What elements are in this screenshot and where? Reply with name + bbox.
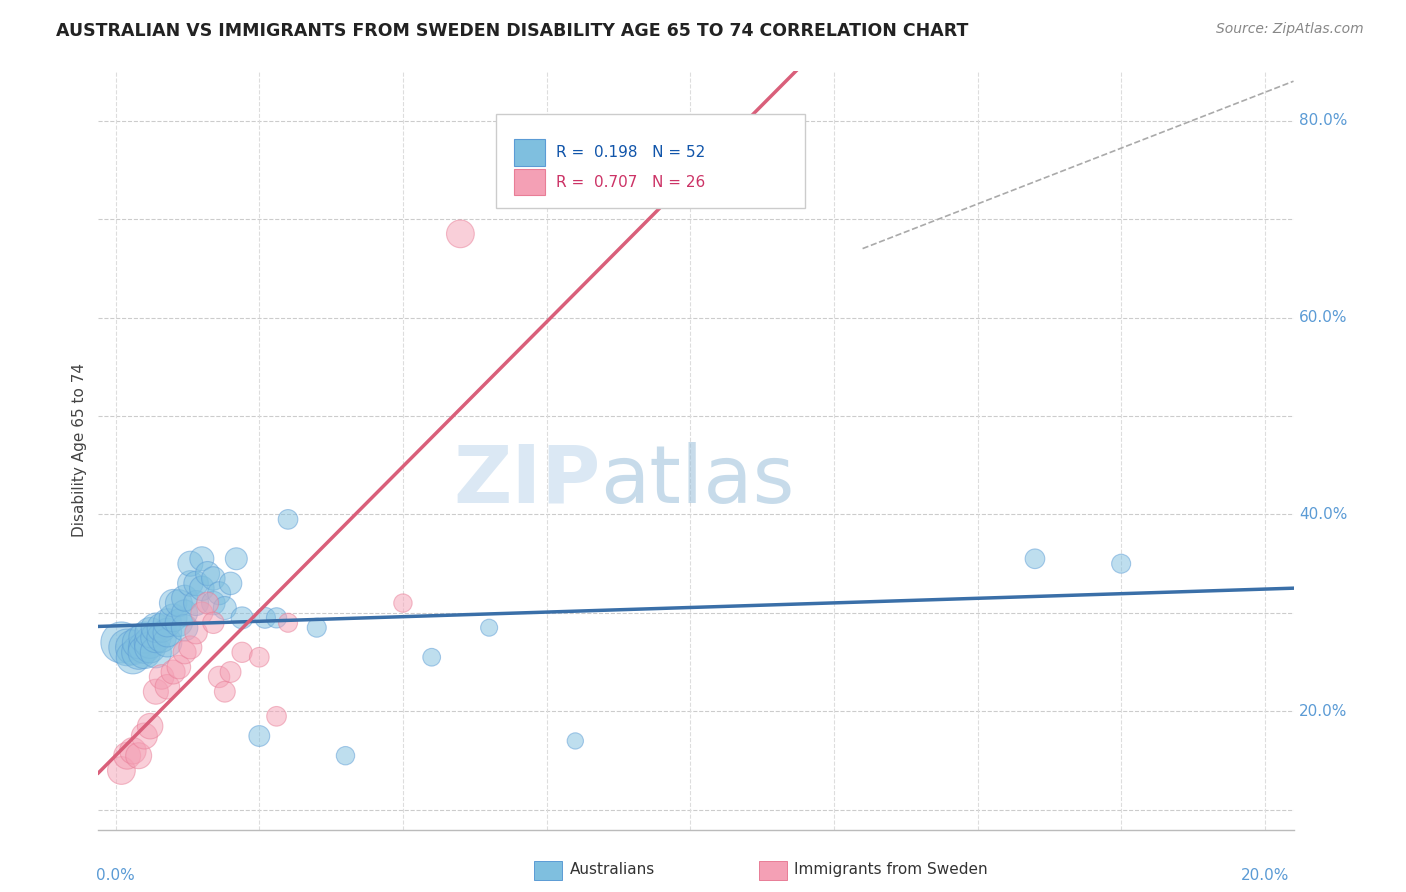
Point <box>219 665 242 679</box>
Point <box>1024 551 1046 566</box>
Point <box>156 615 179 630</box>
Y-axis label: Disability Age 65 to 74: Disability Age 65 to 74 <box>72 363 87 538</box>
Text: AUSTRALIAN VS IMMIGRANTS FROM SWEDEN DISABILITY AGE 65 TO 74 CORRELATION CHART: AUSTRALIAN VS IMMIGRANTS FROM SWEDEN DIS… <box>56 22 969 40</box>
Point <box>150 670 173 684</box>
Point <box>128 635 150 649</box>
Point <box>156 635 179 649</box>
Point <box>173 621 195 635</box>
Point <box>191 606 214 620</box>
Point <box>564 734 586 748</box>
Point <box>420 650 443 665</box>
Text: R =  0.707   N = 26: R = 0.707 N = 26 <box>557 175 706 189</box>
Point <box>128 645 150 659</box>
Point <box>179 557 201 571</box>
Point <box>335 748 357 763</box>
Text: 20.0%: 20.0% <box>1299 704 1347 719</box>
Point <box>139 625 162 640</box>
Point <box>478 621 501 635</box>
Point <box>150 631 173 645</box>
Point <box>173 645 195 659</box>
Point <box>122 744 145 758</box>
Point <box>110 635 132 649</box>
Text: 0.0%: 0.0% <box>96 869 135 883</box>
Point <box>247 729 270 743</box>
Point <box>266 709 288 723</box>
Point <box>145 631 167 645</box>
Text: R =  0.198   N = 52: R = 0.198 N = 52 <box>557 145 706 160</box>
Point <box>134 645 156 659</box>
Point <box>115 748 138 763</box>
Point <box>225 551 247 566</box>
Point <box>110 764 132 778</box>
Point <box>173 591 195 606</box>
Text: 40.0%: 40.0% <box>1299 507 1347 522</box>
Point <box>266 611 288 625</box>
Point <box>191 551 214 566</box>
Point <box>231 611 253 625</box>
Point <box>202 596 225 610</box>
Point <box>214 601 236 615</box>
Text: Source: ZipAtlas.com: Source: ZipAtlas.com <box>1216 22 1364 37</box>
Point <box>134 729 156 743</box>
Point <box>202 572 225 586</box>
Point <box>156 680 179 694</box>
Point <box>145 621 167 635</box>
Point <box>197 566 219 581</box>
Point <box>214 684 236 698</box>
Point <box>184 596 207 610</box>
Point <box>167 596 190 610</box>
Point <box>115 640 138 655</box>
Point <box>122 640 145 655</box>
Point <box>191 582 214 596</box>
Point <box>162 611 184 625</box>
Point <box>219 576 242 591</box>
Point <box>139 719 162 733</box>
Point <box>1109 557 1132 571</box>
Point <box>134 631 156 645</box>
Text: Australians: Australians <box>569 863 655 877</box>
Point <box>162 596 184 610</box>
Text: 20.0%: 20.0% <box>1240 869 1289 883</box>
Point <box>167 615 190 630</box>
Point <box>208 586 231 600</box>
Text: atlas: atlas <box>600 442 794 520</box>
Text: ZIP: ZIP <box>453 442 600 520</box>
Point <box>184 625 207 640</box>
Point <box>392 596 415 610</box>
Point <box>184 576 207 591</box>
Point <box>150 621 173 635</box>
Point <box>139 640 162 655</box>
Point <box>167 660 190 674</box>
Point <box>122 650 145 665</box>
Point <box>134 640 156 655</box>
Point <box>305 621 328 635</box>
Point <box>208 670 231 684</box>
Point <box>247 650 270 665</box>
Point <box>179 576 201 591</box>
Point <box>197 596 219 610</box>
Point <box>231 645 253 659</box>
Point <box>254 611 277 625</box>
Point <box>202 615 225 630</box>
Point <box>145 645 167 659</box>
Point <box>277 512 299 526</box>
Point <box>145 684 167 698</box>
Point <box>179 640 201 655</box>
Point <box>139 635 162 649</box>
Point <box>162 665 184 679</box>
Point <box>173 606 195 620</box>
Point <box>128 748 150 763</box>
Text: 60.0%: 60.0% <box>1299 310 1348 325</box>
Text: 80.0%: 80.0% <box>1299 113 1347 128</box>
Point <box>277 615 299 630</box>
Point <box>449 227 471 241</box>
Text: Immigrants from Sweden: Immigrants from Sweden <box>794 863 988 877</box>
Point <box>156 625 179 640</box>
